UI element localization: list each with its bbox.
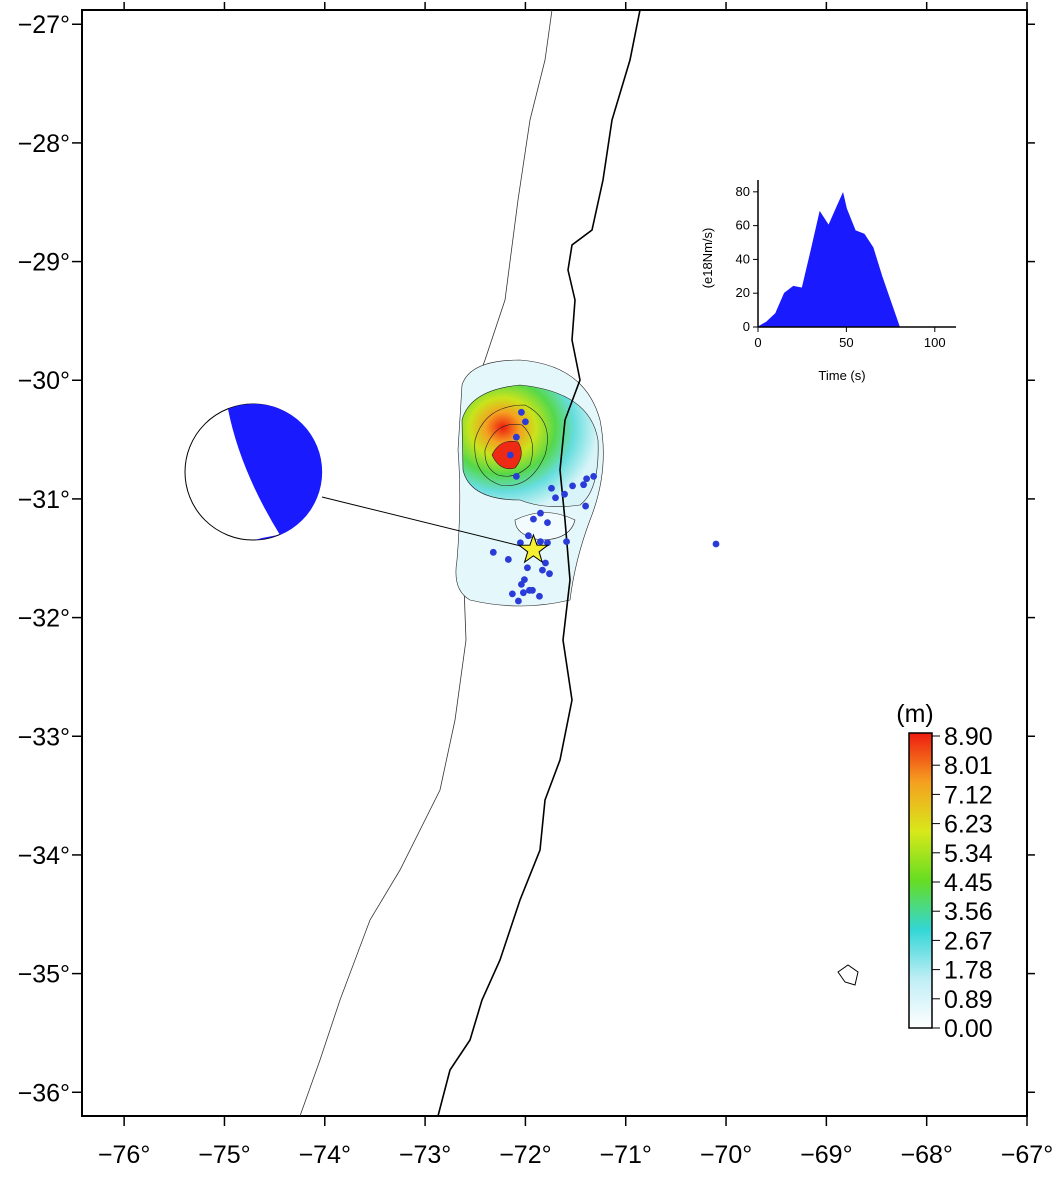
x-tick-label: −75°	[198, 1141, 250, 1169]
aftershock	[590, 472, 598, 480]
y-tick-label: −32°	[18, 605, 70, 633]
mechanism-leader	[321, 496, 534, 550]
aftershock	[539, 566, 546, 574]
inset-y-tick-label: 80	[736, 184, 750, 199]
aftershock	[583, 475, 591, 483]
aftershock	[514, 597, 522, 605]
x-tick-label: −73°	[399, 1141, 451, 1169]
aftershock	[712, 540, 720, 548]
aftershock	[563, 538, 570, 546]
aftershock	[561, 490, 568, 498]
colorbar-tick-label: 8.90	[944, 723, 993, 751]
inset-y-tick-label: 0	[743, 319, 750, 334]
coastline	[437, 9, 641, 1117]
colorbar-tick-label: 2.67	[944, 927, 993, 955]
aftershock	[504, 556, 512, 563]
colorbar-tick-label: 8.01	[944, 752, 993, 780]
y-tick-label: −31°	[18, 486, 70, 514]
colorbar-tick-label: 4.45	[944, 869, 993, 897]
colorbar	[908, 732, 933, 1029]
inset-x-label: Time (s)	[818, 368, 865, 383]
x-tick-label: −71°	[600, 1141, 652, 1169]
y-tick-label: −35°	[18, 961, 70, 989]
inset-x-tick-label: 0	[754, 335, 761, 350]
inset-y-label: (e18Nm/s)	[700, 228, 715, 289]
colorbar-tick-label: 7.12	[944, 781, 993, 809]
aftershock	[512, 433, 520, 441]
colorbar-tick-label: 0.00	[944, 1015, 993, 1043]
aftershock	[530, 515, 537, 523]
inset-y-tick-label: 60	[736, 218, 750, 233]
colorbar-tick-label: 3.56	[944, 898, 993, 926]
inset-y-tick-label: 20	[736, 285, 750, 300]
aftershock	[542, 559, 549, 567]
colorbar-title: (m)	[896, 700, 933, 728]
slip-contour	[474, 404, 548, 486]
slip-contour	[491, 441, 522, 469]
slip-patch	[461, 384, 599, 507]
aftershock	[508, 590, 516, 598]
slip-contour	[484, 423, 533, 477]
x-tick-label: −69°	[800, 1141, 852, 1169]
y-tick-label: −36°	[18, 1079, 70, 1107]
inset-x-tick-label: 50	[839, 335, 853, 350]
y-tick-label: −30°	[18, 367, 70, 395]
aftershock	[537, 538, 544, 546]
aftershock	[522, 418, 529, 426]
x-tick-label: −68°	[900, 1141, 952, 1169]
inset-y-tick-label: 40	[736, 251, 750, 266]
aftershock	[512, 472, 520, 480]
epicenter	[517, 533, 550, 564]
aftershock	[544, 539, 551, 547]
moment-rate-area	[756, 191, 900, 328]
colorbar-tick-label: 6.23	[944, 811, 993, 839]
aftershock	[489, 548, 497, 556]
beachball-compression	[228, 403, 323, 535]
colorbar-tick-label: 1.78	[944, 957, 993, 985]
y-tick-label: −34°	[18, 842, 70, 870]
island	[837, 964, 859, 986]
x-tick-label: −72°	[499, 1141, 551, 1169]
aftershock	[536, 592, 543, 600]
aftershock	[544, 519, 551, 527]
aftershock	[580, 481, 587, 489]
beachball-compression	[255, 535, 278, 540]
x-tick-label: −67°	[1001, 1141, 1053, 1169]
aftershock	[582, 502, 589, 510]
aftershock	[525, 532, 532, 540]
y-tick-label: −28°	[18, 130, 70, 158]
aftershock	[552, 494, 559, 502]
x-tick-label: −70°	[700, 1141, 752, 1169]
colorbar-tick-label: 5.34	[944, 840, 993, 868]
aftershock	[524, 564, 531, 572]
x-tick-label: −76°	[98, 1141, 150, 1169]
y-tick-label: −27°	[18, 11, 70, 39]
x-tick-label: −74°	[299, 1141, 351, 1169]
y-tick-label: −33°	[18, 723, 70, 751]
aftershock	[546, 570, 553, 578]
aftershock	[516, 539, 524, 547]
aftershock	[517, 580, 525, 588]
aftershock	[548, 484, 555, 492]
aftershock	[537, 509, 544, 517]
aftershock	[506, 451, 514, 459]
aftershock	[520, 589, 527, 597]
colorbar-tick-label: 0.89	[944, 986, 993, 1014]
aftershock	[526, 586, 533, 594]
inset-x-tick-label: 100	[924, 335, 946, 350]
y-tick-label: −29°	[18, 249, 70, 277]
aftershock	[517, 408, 525, 416]
aftershock	[569, 482, 576, 490]
